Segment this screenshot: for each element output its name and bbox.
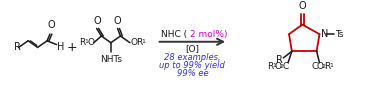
Text: 28 examples,: 28 examples, [164,53,221,62]
Text: C: C [312,62,318,71]
Text: 2: 2 [279,64,284,69]
Text: 1: 1 [85,39,88,44]
Text: O: O [87,38,94,47]
Text: +: + [67,41,77,54]
Text: R: R [79,38,86,47]
Text: 2 mol%): 2 mol%) [191,30,228,39]
Text: O: O [275,62,282,71]
Text: Ts: Ts [335,30,343,39]
Text: C: C [282,62,288,71]
Text: NHC (: NHC ( [161,30,191,39]
Text: [O]: [O] [185,44,199,53]
Text: up to 99% yield: up to 99% yield [160,61,225,70]
Text: R: R [14,42,21,52]
Text: O: O [317,62,324,71]
Text: O: O [131,38,138,47]
Text: 1: 1 [330,63,333,68]
Text: O: O [47,20,55,30]
Text: O: O [299,1,306,11]
Text: 99% ee: 99% ee [177,69,208,78]
Text: R: R [136,38,142,47]
Text: NHTs: NHTs [100,55,122,64]
Text: N: N [321,29,329,39]
Text: 1: 1 [272,63,276,68]
Text: 1: 1 [141,39,145,44]
Text: O: O [114,16,121,26]
Text: R: R [276,55,283,65]
Text: H: H [57,42,64,52]
Text: R: R [324,62,330,71]
Text: O: O [94,16,101,26]
Text: 2: 2 [321,64,325,69]
Text: R: R [267,62,273,71]
